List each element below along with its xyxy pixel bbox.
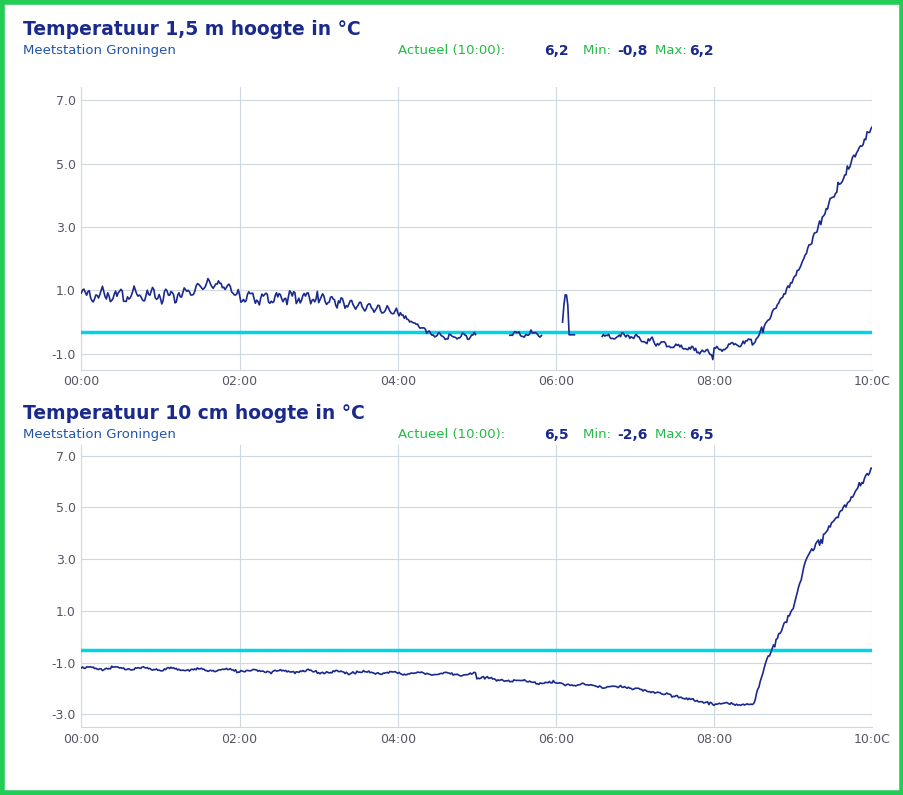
Text: 6,2: 6,2	[544, 44, 568, 58]
Text: Min:: Min:	[582, 428, 615, 440]
Text: Actueel (10:00):: Actueel (10:00):	[397, 44, 505, 56]
Text: 6,5: 6,5	[544, 428, 568, 442]
Text: Temperatuur 1,5 m hoogte in °C: Temperatuur 1,5 m hoogte in °C	[23, 20, 360, 39]
Text: Max:: Max:	[655, 428, 691, 440]
Text: 6,5: 6,5	[688, 428, 712, 442]
Text: Max:: Max:	[655, 44, 691, 56]
Text: Min:: Min:	[582, 44, 615, 56]
Text: Temperatuur 10 cm hoogte in °C: Temperatuur 10 cm hoogte in °C	[23, 404, 364, 423]
Text: -0,8: -0,8	[617, 44, 647, 58]
Text: Actueel (10:00):: Actueel (10:00):	[397, 428, 505, 440]
Text: -2,6: -2,6	[617, 428, 647, 442]
Text: Meetstation Groningen: Meetstation Groningen	[23, 428, 175, 440]
Text: Meetstation Groningen: Meetstation Groningen	[23, 44, 175, 56]
Text: 6,2: 6,2	[688, 44, 712, 58]
